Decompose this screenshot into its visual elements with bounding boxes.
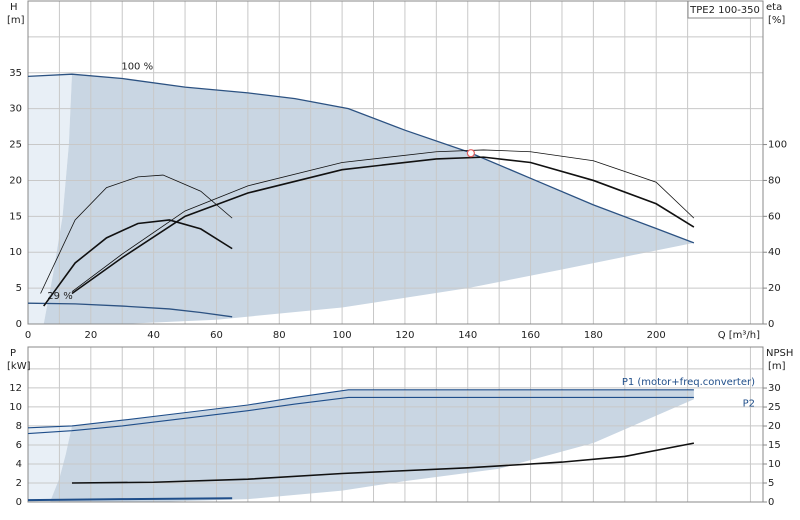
y2-axis-title: NPSH [766,348,793,359]
y-tick-label: 10 [9,247,22,258]
y-tick-label: 30 [9,104,22,115]
x-tick-label: 180 [584,330,603,341]
duty-point [466,149,475,158]
area [43,74,694,324]
y2-tick-label: 20 [768,421,781,432]
x-tick-label: 80 [273,330,286,341]
y-axis-title: H [10,2,18,13]
curve-label: 100 % [121,62,153,73]
light-area [28,74,72,324]
y-tick-label: 12 [9,383,22,394]
x-tick-label: 60 [210,330,223,341]
curve [43,219,233,307]
y-tick-label: 8 [16,421,22,432]
y-tick-label: 5 [16,283,22,294]
plot-frame [27,346,764,503]
title-box [687,0,764,19]
curve [27,302,233,318]
y-axis-unit: [kW] [7,361,31,372]
y2-tick-label: 30 [768,383,781,394]
y2-axis-unit: [m] [768,361,786,372]
x-axis-title: Q [m³/h] [718,330,760,341]
y2-tick-label: 60 [768,211,781,222]
area [49,389,694,502]
y2-tick-label: 0 [768,497,774,508]
curve-label: P2 [743,398,755,409]
y-tick-label: 2 [16,478,22,489]
x-tick-label: 100 [333,330,352,341]
curve [27,389,694,429]
y2-tick-label: 5 [768,478,774,489]
y-axis-unit: [m] [7,15,25,26]
curve-label: 29 % [47,291,72,302]
y2-tick-label: 15 [768,440,781,451]
y-tick-label: 20 [9,175,22,186]
curve [27,497,233,502]
y2-tick-label: 25 [768,402,781,413]
y-tick-label: 10 [9,402,22,413]
y2-tick-label: 40 [768,247,781,258]
y2-axis-unit: [%] [768,15,785,26]
y2-tick-label: 100 [768,140,787,151]
y2-tick-label: 80 [768,175,781,186]
y2-axis-title: eta [766,2,782,13]
x-tick-label: 200 [647,330,666,341]
y-tick-label: 0 [16,319,22,330]
x-tick-label: 160 [521,330,540,341]
y2-tick-label: 0 [768,319,774,330]
x-tick-label: 0 [25,330,31,341]
y-axis-title: P [10,348,16,359]
curve [71,156,695,295]
curve [40,174,233,294]
curve [71,149,695,293]
plot-frame [27,0,764,325]
x-tick-label: 20 [84,330,97,341]
y-tick-label: 0 [16,497,22,508]
y2-tick-label: 10 [768,459,781,470]
y-tick-label: 6 [16,440,22,451]
x-tick-label: 40 [147,330,160,341]
curve [27,73,695,244]
x-tick-label: 140 [458,330,477,341]
curve [27,396,694,435]
y-tick-label: 35 [9,68,22,79]
x-tick-label: 120 [395,330,414,341]
title-box-label: TPE2 100-350 [689,5,760,16]
y2-tick-label: 20 [768,283,781,294]
curve-label: P1 (motor+freq.converter) [622,377,755,388]
y-tick-label: 25 [9,140,22,151]
y-tick-label: 4 [16,459,22,470]
curve [71,442,695,484]
y-tick-label: 15 [9,211,22,222]
